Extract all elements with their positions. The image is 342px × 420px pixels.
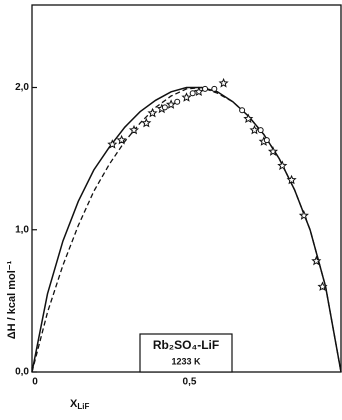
- circle-point: [211, 85, 218, 92]
- y-axis-label: ΔH / kcal mol⁻¹: [6, 260, 18, 339]
- star-point: [218, 77, 229, 88]
- circle-point: [263, 137, 270, 144]
- star-point: [286, 174, 297, 185]
- x-axis-label: XLiF: [70, 398, 89, 411]
- star-point: [317, 281, 328, 291]
- x-label-main: X: [70, 398, 78, 410]
- star-point: [267, 146, 279, 156]
- star-point: [311, 255, 322, 266]
- star-point: [243, 113, 254, 124]
- x-label-sub: LiF: [77, 402, 89, 411]
- star-point: [193, 86, 204, 97]
- solid-curve: [31, 86, 342, 373]
- y-tick-label: 1,0: [15, 224, 29, 235]
- star-point: [128, 124, 140, 135]
- star-point: [298, 210, 309, 220]
- plot: 0,0 1,0 2,0 0 0,5: [15, 4, 342, 388]
- star-point: [141, 117, 152, 128]
- star-point: [107, 139, 118, 149]
- star-point: [116, 134, 127, 145]
- star-point: [181, 92, 192, 102]
- y-tick-label: 0,0: [15, 367, 29, 378]
- star-point: [249, 124, 260, 135]
- x-tick-label: 0: [32, 377, 38, 388]
- star-point: [277, 160, 288, 171]
- annotation-text: Rb₂SO₄-LiF: [153, 338, 219, 352]
- circle-point: [257, 127, 264, 134]
- circle-point: [239, 107, 246, 114]
- dashed-curve: [31, 86, 342, 373]
- y-tick-label: 2,0: [15, 82, 29, 93]
- annotation-box: Rb₂SO₄-LiF 1233 K: [139, 333, 233, 373]
- star-point: [165, 99, 177, 109]
- circle-point: [202, 85, 209, 92]
- x-tick-label: 0,5: [183, 377, 197, 388]
- circle-point: [174, 98, 181, 105]
- circle-point: [189, 90, 196, 97]
- annotation-text: 1233 K: [171, 356, 201, 366]
- star-point: [147, 107, 158, 118]
- annotation-frame: [139, 333, 233, 373]
- circle-point: [161, 104, 168, 111]
